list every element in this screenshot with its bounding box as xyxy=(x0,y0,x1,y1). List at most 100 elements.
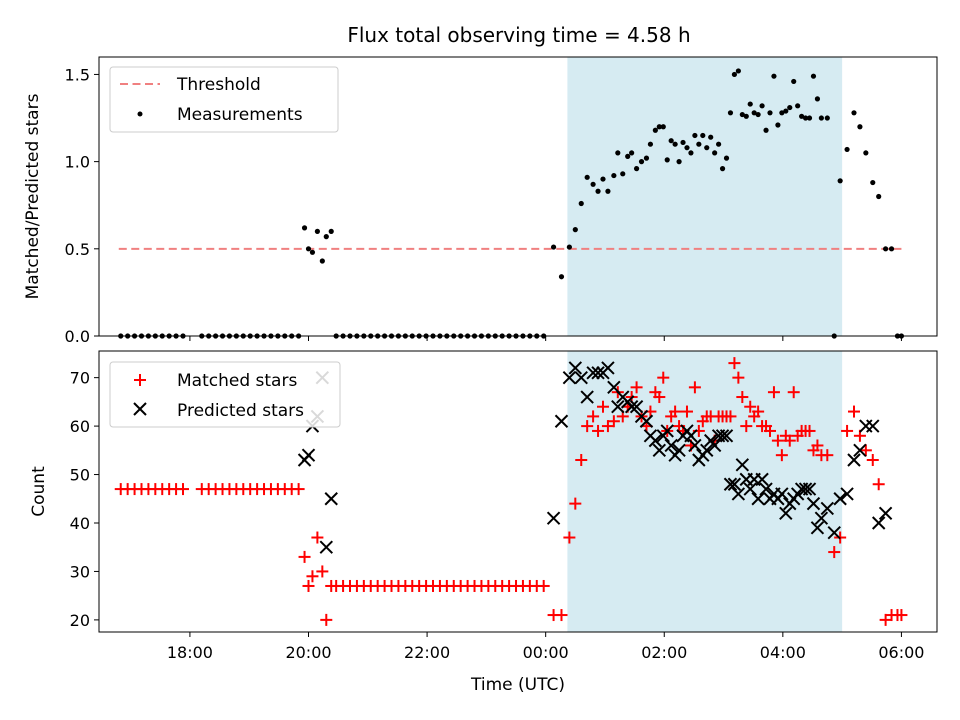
matched-point xyxy=(581,420,594,433)
legend-matched-swatch xyxy=(134,374,146,386)
predicted-point xyxy=(751,492,765,506)
matched-point xyxy=(298,550,311,563)
measurement-point xyxy=(779,110,785,116)
measurement-point xyxy=(735,68,741,74)
matched-point xyxy=(763,424,776,437)
measurement-point xyxy=(584,174,590,180)
legend-predicted-label: Predicted stars xyxy=(177,401,304,421)
matched-point xyxy=(630,381,643,394)
matched-point xyxy=(866,454,879,467)
chart-title: Flux total observing time = 4.58 h xyxy=(347,23,690,47)
measurement-point xyxy=(791,78,797,85)
matched-point xyxy=(596,400,609,413)
measurement-point xyxy=(688,150,694,156)
measurement-point xyxy=(783,108,789,114)
bottom-y-axis-label: Count xyxy=(29,466,49,517)
measurement-point xyxy=(664,157,670,163)
measurement-point xyxy=(572,227,578,233)
measurement-point xyxy=(660,124,666,130)
count-points xyxy=(114,357,908,626)
matched-point xyxy=(316,565,329,578)
measurement-point xyxy=(767,110,773,116)
bottom-y-tick-label: 20 xyxy=(70,611,90,630)
measurement-point xyxy=(600,176,606,182)
legend-measurements-label: Measurements xyxy=(177,105,303,125)
predicted-point xyxy=(727,477,742,491)
top-shaded-span xyxy=(567,57,843,336)
predicted-point xyxy=(574,370,588,385)
measurement-point xyxy=(739,111,745,118)
matched-point xyxy=(555,609,568,622)
matched-point xyxy=(302,579,315,592)
measurement-point xyxy=(638,159,645,165)
top-y-axis-label: Matched/Predicted stars xyxy=(23,93,43,299)
predicted-point xyxy=(324,492,338,506)
measurement-point xyxy=(615,150,621,156)
measurement-point xyxy=(676,159,682,165)
measurement-point xyxy=(708,134,714,140)
bottom-y-tick-label: 60 xyxy=(70,417,90,436)
predicted-point xyxy=(743,482,757,496)
bottom-legend: Matched stars Predicted stars xyxy=(109,361,341,428)
matched-point xyxy=(740,420,753,433)
predicted-point xyxy=(715,429,730,443)
matched-point xyxy=(292,483,305,496)
x-tick-label: 06:00 xyxy=(878,643,924,662)
measurement-point xyxy=(731,71,738,78)
predicted-point xyxy=(580,390,594,404)
measurement-point xyxy=(625,153,631,159)
predicted-point xyxy=(798,482,813,496)
measurement-point xyxy=(799,113,805,119)
matched-point xyxy=(563,531,576,544)
predicted-point xyxy=(591,366,605,380)
matched-point xyxy=(821,449,834,462)
top-legend-box xyxy=(109,66,339,133)
measurement-point xyxy=(727,110,734,116)
predicted-point xyxy=(707,438,722,453)
predicted-point xyxy=(660,424,674,438)
measurement-point xyxy=(851,110,857,116)
measurement-point xyxy=(319,258,325,264)
matched-point xyxy=(176,483,189,496)
matched-point xyxy=(688,381,701,394)
measurement-point xyxy=(818,115,824,121)
predicted-point xyxy=(554,414,569,428)
measurement-point xyxy=(620,171,626,177)
predicted-point xyxy=(820,501,835,516)
matched-point xyxy=(736,391,749,404)
predicted-point xyxy=(664,438,678,453)
matched-point xyxy=(592,424,605,437)
measurement-point xyxy=(590,181,596,187)
measurement-point xyxy=(578,200,584,207)
matched-point xyxy=(587,410,600,423)
matched-point xyxy=(787,386,800,399)
predicted-point xyxy=(759,482,773,496)
top-y-tick-label: 0.0 xyxy=(65,327,90,346)
predicted-point xyxy=(546,511,561,525)
matched-point xyxy=(311,531,324,544)
x-tick-label: 04:00 xyxy=(760,643,806,662)
top-y-tick-label: 1.0 xyxy=(65,153,90,172)
top-legend: Threshold Measurements xyxy=(109,66,339,133)
matched-point xyxy=(872,478,885,491)
measurement-point xyxy=(605,188,611,194)
measurement-point xyxy=(775,122,781,128)
measurement-points xyxy=(118,68,905,339)
measurement-point xyxy=(771,73,777,79)
measurement-point xyxy=(668,138,674,144)
measurement-point xyxy=(751,110,757,116)
measurement-point xyxy=(629,150,635,156)
measurement-point xyxy=(656,124,662,130)
measurement-point xyxy=(844,146,850,153)
measurement-point xyxy=(696,141,702,147)
measurement-point xyxy=(759,103,765,109)
measurement-point xyxy=(550,244,557,250)
measurement-point xyxy=(643,155,650,161)
measurement-point xyxy=(328,228,334,234)
measurement-point xyxy=(595,188,601,194)
x-tick-label: 02:00 xyxy=(641,643,687,662)
measurement-point xyxy=(743,113,749,119)
measurement-point xyxy=(802,115,809,121)
measurement-point xyxy=(309,249,316,255)
legend-threshold-label: Threshold xyxy=(176,75,261,95)
